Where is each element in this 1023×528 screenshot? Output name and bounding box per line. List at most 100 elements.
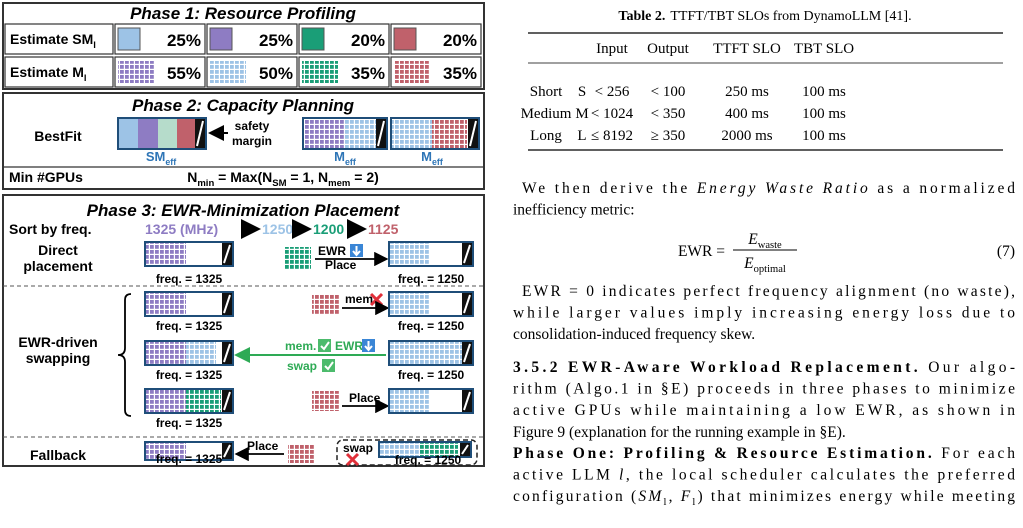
freq: 1125 [368, 221, 399, 237]
section-label: Direct [38, 242, 78, 258]
gpu-usage [390, 243, 430, 265]
gpu-usage [146, 243, 186, 265]
text-run: mem [328, 178, 350, 189]
gpu-reserve-stripe [223, 343, 231, 363]
table-cell: Long [530, 128, 562, 144]
table-caption: Table 2. TTFT/TBT SLOs from DynamoLLM [41… [618, 9, 911, 24]
text-run: = 2) [350, 169, 378, 185]
check-mark [320, 341, 330, 351]
gpu-reserve-stripe [223, 244, 231, 264]
annotation: Place [247, 439, 279, 453]
check-icon [318, 339, 331, 352]
gpu-reserve-stripe [463, 244, 471, 264]
table-header: TBT SLO [794, 41, 854, 57]
text-run: F [680, 488, 691, 505]
caption-text: TTFT/TBT SLOs from DynamoLLM [41]. [670, 9, 911, 24]
gpu-usage [390, 342, 462, 364]
paragraph-line: while larger values imply increasing ene… [513, 305, 1015, 322]
bar-label: SMeff [146, 149, 176, 167]
freq: 1250 [262, 221, 293, 237]
annotation: EWR [318, 244, 346, 258]
text-run: active LLM [513, 467, 616, 484]
text-run: waste [758, 240, 782, 251]
check-icon [322, 359, 335, 372]
text-run: SM [272, 178, 286, 189]
freq-label: freq. = 1325 [156, 319, 223, 333]
text-run: N [187, 169, 197, 185]
swatch [393, 27, 417, 51]
paragraph-line: Phase One: Profiling & Resource Estimati… [513, 445, 1015, 462]
text-run: , the local scheduler calculates the pre… [626, 467, 1015, 484]
down-arrow [352, 246, 361, 257]
paragraph-line: inefficiency metric: [513, 202, 635, 219]
gpu-reserve-stripe [463, 391, 471, 411]
text-run: min [197, 178, 214, 189]
freq-label: freq. = 1250 [395, 453, 462, 467]
gpu-usage [119, 119, 138, 148]
swatch [312, 294, 340, 314]
percent: 35% [443, 64, 477, 83]
swatch [302, 61, 338, 83]
text-run: configuration ( [513, 488, 636, 505]
gpu-reserve-stripe [461, 444, 469, 455]
table-header: Output [647, 41, 690, 57]
text-run: Estimate SM [10, 31, 93, 47]
text-run: For each [935, 445, 1016, 462]
percent: 55% [167, 64, 201, 83]
panel-title: Phase 3: EWR-Minimization Placement [87, 201, 401, 220]
paragraph-line: We then derive the Energy Waste Ratio as… [522, 180, 1015, 197]
text-run: as a normalized [871, 180, 1016, 197]
text-run: E [747, 231, 758, 248]
text-run: optimal [754, 264, 786, 275]
panel-title: Phase 2: Capacity Planning [132, 96, 355, 115]
freq-label: freq. = 1250 [398, 368, 465, 382]
text-run: consolidation-induced frequency skew. [513, 326, 755, 343]
row-label: BestFit [34, 128, 82, 144]
table-cell: < 1024 [591, 106, 634, 122]
section-label: placement [23, 258, 93, 274]
annotation: EWR [335, 339, 363, 353]
text-run: = Max(N [214, 169, 272, 185]
cross-icon [345, 452, 360, 467]
table-cell: Medium [521, 106, 572, 122]
brace [117, 293, 132, 417]
table-cell: 400 ms [725, 106, 769, 122]
swatch [288, 445, 315, 463]
table-cell: 2000 ms [721, 128, 772, 144]
gpu-usage [138, 119, 158, 148]
gpu-usage [146, 443, 186, 459]
swatch [301, 27, 325, 51]
paragraph-line: active LLM l, the local scheduler calcul… [513, 467, 1015, 484]
text-run: We then derive the [522, 180, 694, 197]
equation-lhs: EWR = [678, 243, 725, 260]
row-label-box [4, 56, 114, 88]
bar-label: Meff [334, 149, 356, 167]
table-cell: 100 ms [802, 106, 846, 122]
text-run: M [421, 149, 432, 164]
down-arrow [364, 341, 373, 352]
annotation: Place [325, 258, 357, 272]
text-run: SM [146, 149, 166, 164]
text-run: eff [432, 157, 443, 167]
table-cell: ≥ 350 [651, 128, 685, 144]
table-cell: < 350 [651, 106, 686, 122]
text-run: Estimate M [10, 64, 84, 80]
swatch [210, 61, 246, 83]
label: safety [235, 119, 270, 133]
swatch [285, 247, 311, 269]
table-cell: < 256 [595, 84, 630, 100]
table-header: Input [596, 41, 628, 57]
gpu-usage [380, 443, 420, 456]
table-cell: < 100 [651, 84, 686, 100]
swatch [117, 27, 141, 51]
text-run: l [663, 497, 666, 508]
gpu-reserve-stripe [223, 444, 231, 458]
caption-label: Table 2. [618, 9, 665, 24]
percent: 20% [351, 31, 385, 50]
gpu-reserve-stripe [463, 294, 471, 314]
text-run: while larger values imply increasing ene… [513, 305, 1015, 322]
